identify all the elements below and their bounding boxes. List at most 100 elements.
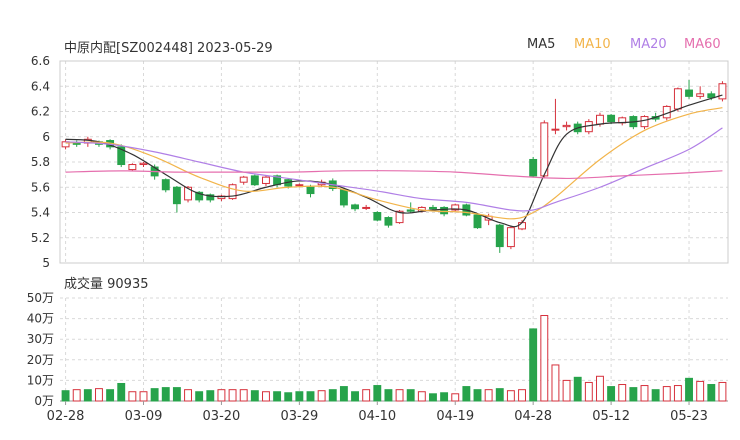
candle-body: [195, 191, 204, 201]
candle-body: [696, 93, 705, 97]
candle-body: [640, 116, 649, 128]
x-tick-label: 04-10: [358, 409, 396, 424]
price-y-ticks: 6.6 6.4 6.2 6 5.8 5.6 5.4 5.2 5: [31, 54, 50, 270]
volume-bar: [83, 389, 92, 402]
candle-body: [495, 224, 504, 248]
volume-bar: [384, 389, 393, 402]
volume-bar: [72, 389, 81, 402]
candle-body: [373, 212, 382, 221]
candle-body: [429, 206, 437, 210]
volume-bar: [640, 385, 649, 402]
x-tick-label: 02-28: [47, 409, 85, 424]
volume-title: 成交量 90935: [64, 277, 149, 292]
volume-y-tick-label: 40万: [27, 312, 54, 326]
volume-bar: [184, 389, 192, 402]
x-tick-label: 04-19: [436, 409, 474, 424]
volume-y-ticks: 50万 40万 30万 20万 10万 0万: [27, 291, 54, 408]
candle-body: [239, 176, 248, 183]
candle-body: [529, 158, 538, 177]
candle-body: [139, 162, 148, 166]
volume-bar: [95, 388, 103, 402]
price-y-tick-label: 5: [42, 256, 50, 270]
candle-body: [551, 128, 560, 131]
volume-bar: [551, 364, 560, 402]
candle-body: [473, 214, 482, 229]
volume-bar: [262, 391, 270, 402]
volume-bar: [317, 390, 326, 402]
candle-body: [206, 194, 215, 201]
volume-bar: [506, 390, 515, 402]
x-ticks: 02-28 03-09 03-20 03-29 04-10 04-19 04-28 05-12…: [47, 401, 708, 424]
x-tick-label: 05-12: [592, 409, 630, 424]
candle-body: [562, 124, 571, 128]
volume-bar: [284, 392, 293, 402]
volume-bar: [373, 385, 382, 402]
legend-ma60: MA60: [684, 37, 721, 52]
volume-bar: [339, 386, 348, 402]
volume-bar: [618, 384, 627, 402]
volume-bar: [150, 388, 159, 402]
volume-bar: [707, 384, 716, 402]
volume-bar: [429, 393, 437, 402]
candle-body: [406, 209, 415, 212]
volume-bar: [662, 386, 671, 402]
volume-bar: [128, 391, 137, 402]
volume-bar: [540, 315, 549, 402]
volume-bar: [351, 391, 359, 402]
candle-body: [117, 146, 126, 166]
volume-bar: [651, 389, 660, 402]
candle-body: [161, 179, 170, 191]
volume-y-tick-label: 10万: [27, 373, 54, 387]
candle-body: [184, 186, 192, 201]
volume-bar: [462, 386, 471, 402]
volume-bar: [473, 389, 482, 402]
line-ma10: [65, 107, 723, 220]
volume-bar: [484, 389, 493, 402]
price-y-tick-label: 6: [42, 130, 50, 144]
volume-bar: [106, 389, 115, 402]
volume-bar: [239, 389, 248, 402]
volume-bar: [673, 385, 682, 402]
legend-ma5: MA5: [527, 37, 556, 52]
price-y-tick-label: 5.4: [31, 206, 50, 220]
volume-bar: [328, 389, 337, 402]
volume-bar: [362, 389, 371, 402]
candle-body: [440, 206, 449, 215]
gridlines: [60, 60, 728, 402]
candle-body: [685, 89, 693, 97]
candle-body: [295, 184, 304, 187]
volume-bar: [417, 391, 426, 402]
legend-ma10: MA10: [574, 37, 611, 52]
candle-body: [596, 114, 604, 125]
chart-title: 中原内配[SZ002448] 2023-05-29: [64, 41, 273, 56]
price-y-tick-label: 5.2: [31, 231, 50, 245]
price-panel-border: [59, 60, 729, 264]
volume-bar: [295, 391, 304, 402]
volume-bar: [451, 393, 460, 402]
x-tick-label: 03-29: [280, 409, 318, 424]
price-y-tick-label: 6.4: [31, 79, 50, 93]
price-y-tick-label: 6.2: [31, 105, 50, 119]
line-ma60: [65, 170, 723, 180]
x-tick-label: 03-09: [125, 409, 163, 424]
price-y-tick-label: 6.6: [31, 54, 50, 68]
volume-bar: [596, 375, 604, 402]
volume-bar: [161, 387, 170, 402]
candle-body: [607, 114, 616, 123]
candle-body: [451, 204, 460, 211]
volume-y-tick-label: 30万: [27, 332, 54, 346]
candle-body: [362, 206, 371, 209]
volume-y-tick-label: 0万: [34, 394, 54, 408]
candle-body: [673, 88, 682, 110]
candlesticks: [61, 79, 727, 253]
x-tick-label: 04-28: [514, 409, 552, 424]
candle-body: [518, 222, 526, 230]
candle-body: [540, 122, 549, 177]
volume-bar: [529, 328, 538, 402]
volume-bar: [573, 376, 582, 402]
volume-bar: [117, 382, 126, 402]
volume-bar: [518, 389, 526, 402]
volume-bar: [584, 381, 593, 402]
